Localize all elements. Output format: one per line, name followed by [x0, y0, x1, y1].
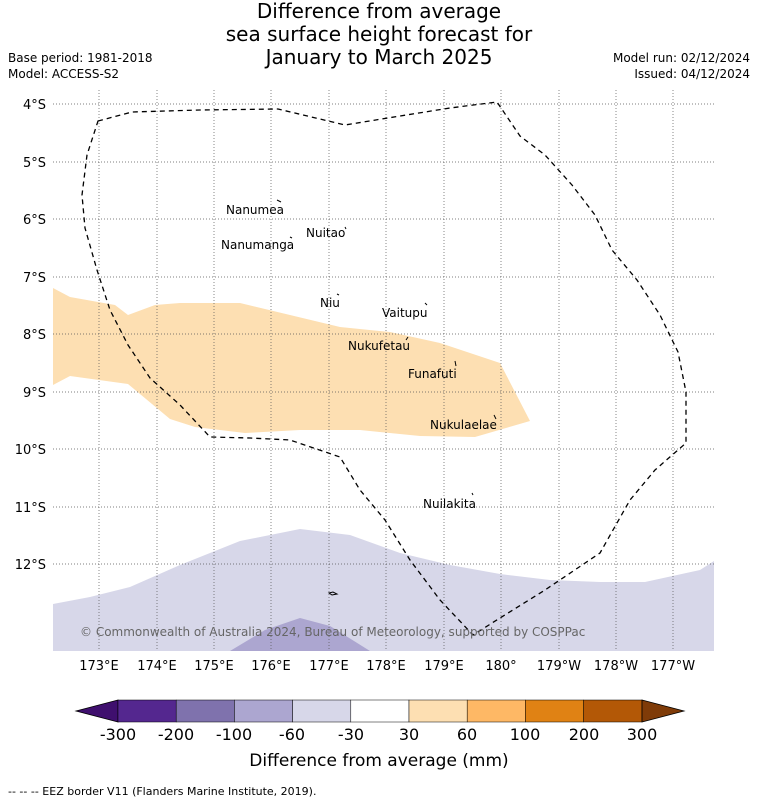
colorbar-tick-1: -300 [100, 725, 136, 744]
eez-border [81, 101, 687, 636]
lon-label-177e: 177°E [309, 659, 349, 674]
meta-right: Model run: 02/12/2024 Issued: 04/12/2024 [613, 50, 750, 82]
colorbar-extend-high [641, 699, 686, 723]
label-nukufetau: Nukufetau [348, 339, 410, 353]
anomaly-negative-medium [230, 618, 370, 651]
colorbar-tick-9: 200 [569, 725, 600, 744]
map-title: Difference from average sea surface heig… [0, 0, 758, 69]
grid-lines [53, 90, 714, 651]
lat-label-9s: 9°S [23, 386, 46, 401]
colorbar-segment-5 [350, 699, 410, 723]
lat-label-12s: 12°S [15, 558, 46, 573]
colorbar-segment-6 [408, 699, 468, 723]
label-nanumea: Nanumea [226, 203, 284, 217]
label-nuilakita: Nuilakita [423, 497, 476, 511]
colorbar-tick-4: -60 [279, 725, 305, 744]
colorbar-segment-4 [292, 699, 352, 723]
lat-label-11s: 11°S [15, 501, 46, 516]
colorbar-tick-10: 300 [627, 725, 658, 744]
colorbar-segment-1 [117, 699, 177, 723]
label-niu: Niu [320, 296, 340, 310]
colorbar-title: Difference from average (mm) [249, 751, 509, 771]
label-funafuti: Funafuti [408, 367, 457, 381]
lon-label-174e: 174°E [137, 659, 177, 674]
colorbar-tick-6: 30 [399, 725, 419, 744]
lat-label-4s: 4°S [23, 98, 46, 113]
lon-label-177w: 177°W [651, 659, 695, 674]
meta-left: Base period: 1981-2018 Model: ACCESS-S2 [8, 50, 153, 82]
colorbar-tick-7: 60 [457, 725, 477, 744]
title-line-1: Difference from average [256, 0, 502, 23]
base-period: Base period: 1981-2018 [8, 51, 153, 65]
lon-label-176e: 176°E [251, 659, 291, 674]
title-line-3: January to March 2025 [265, 45, 493, 69]
map-area: Nanumea Nuitao Nanumanga Niu Vaitupu Nuk… [53, 90, 714, 651]
colorbar-segment-9 [583, 699, 643, 723]
colorbar-segment-3 [234, 699, 293, 723]
island-shape [327, 591, 339, 596]
lat-label-8s: 8°S [23, 328, 46, 343]
lon-label-175e: 175°E [194, 659, 234, 674]
model-run: Model run: 02/12/2024 [612, 51, 750, 65]
colorbar-segment-7 [466, 699, 526, 723]
model-name: Model: ACCESS-S2 [8, 67, 120, 81]
lon-label-179w: 179°W [537, 659, 581, 674]
eez-footer-note: -- -- -- EEZ border V11 (Flanders Marine… [8, 785, 317, 798]
lat-label-5s: 5°S [23, 156, 46, 171]
issued-date: Issued: 04/12/2024 [634, 67, 750, 81]
colorbar-extend-low [74, 699, 119, 723]
colorbar-segment-2 [175, 699, 235, 723]
lat-label-7s: 7°S [23, 271, 46, 286]
colorbar-tick-3: -100 [216, 725, 252, 744]
lon-label-179e: 179°E [424, 659, 464, 674]
colorbar-tick-8: 100 [510, 725, 541, 744]
label-vaitupu: Vaitupu [382, 306, 428, 320]
lon-label-178e: 178°E [366, 659, 406, 674]
lon-label-173e: 173°E [79, 659, 119, 674]
colorbar [74, 699, 686, 723]
island-markers [276, 199, 497, 496]
copyright-text: © Commonwealth of Australia 2024, Bureau… [80, 625, 585, 639]
label-nanumanga: Nanumanga [221, 238, 294, 252]
anomaly-negative-light [53, 529, 714, 651]
label-nuitao: Nuitao [306, 226, 345, 240]
colorbar-tick-2: -200 [158, 725, 194, 744]
lon-label-178w: 178°W [594, 659, 638, 674]
lat-label-10s: 10°S [15, 443, 46, 458]
lat-label-6s: 6°S [23, 213, 46, 228]
colorbar-segment-8 [525, 699, 584, 723]
title-line-2: sea surface height forecast for [225, 22, 533, 46]
label-nukulaelae: Nukulaelae [430, 418, 497, 432]
lon-label-180: 180° [485, 659, 516, 674]
anomaly-band-30-60 [53, 288, 530, 437]
colorbar-tick-5: -30 [338, 725, 364, 744]
